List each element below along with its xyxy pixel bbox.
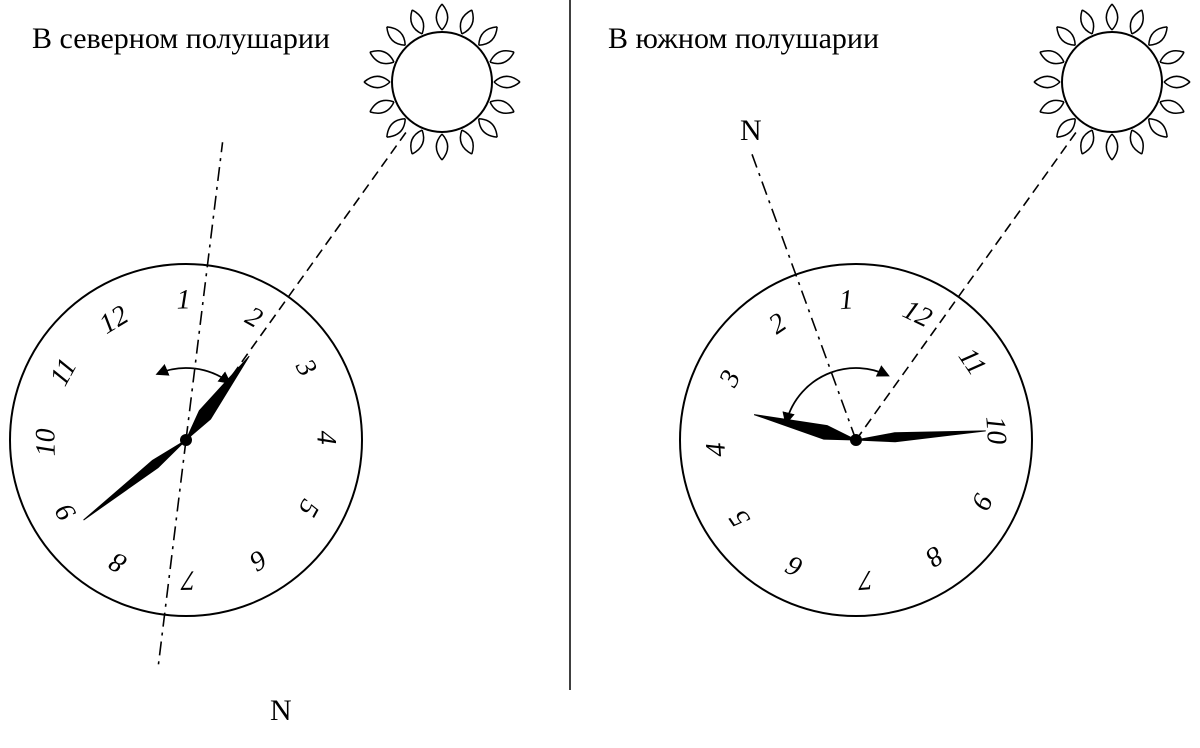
clock-hand (856, 431, 986, 442)
angle-arc (786, 372, 831, 422)
clock-numeral: 11 (44, 353, 84, 391)
clock-numeral: 5 (723, 504, 757, 533)
clock-numeral: 4 (310, 430, 341, 445)
clock-numeral: 7 (180, 564, 196, 595)
sun-icon (856, 4, 1190, 440)
sun-direction-line (856, 129, 1078, 440)
clock-numeral: 3 (289, 353, 323, 382)
clock-numeral: 9 (965, 488, 999, 514)
clock-numeral: 1 (176, 284, 191, 315)
angle-arc (831, 368, 887, 375)
north-south-axis (158, 440, 186, 668)
clock-numeral: 8 (920, 539, 949, 573)
clock-numeral: 6 (782, 549, 808, 583)
clock-numeral: 8 (104, 545, 131, 579)
clock-numeral: 10 (30, 428, 61, 457)
north-label: N (270, 694, 292, 727)
clock-numeral: 10 (979, 415, 1012, 445)
clock-numeral: 6 (244, 543, 272, 577)
angle-arc (158, 368, 195, 374)
panel-title: В северном полушарии (32, 22, 330, 55)
clock-hand (84, 440, 186, 520)
panel-title: В южном полушарии (608, 22, 879, 55)
clock-numeral: 12 (94, 299, 134, 340)
clock-numeral: 3 (713, 366, 747, 393)
clock-numeral: 1 (838, 284, 854, 316)
clock-numeral: 11 (952, 342, 992, 381)
clock-numeral: 5 (291, 494, 325, 521)
clock-numeral: 2 (240, 301, 267, 335)
angle-arc (195, 369, 230, 383)
diagram-canvas: В северном полушарии121234567891011NВ юж… (0, 0, 1200, 748)
north-label: N (740, 114, 762, 147)
clock-hand (754, 415, 856, 440)
clock-numeral: 2 (763, 307, 792, 341)
clock-numeral: 7 (857, 564, 874, 596)
clock-numeral: 12 (898, 294, 937, 334)
clock-numeral: 9 (49, 498, 83, 526)
clock-numeral: 4 (700, 442, 732, 458)
